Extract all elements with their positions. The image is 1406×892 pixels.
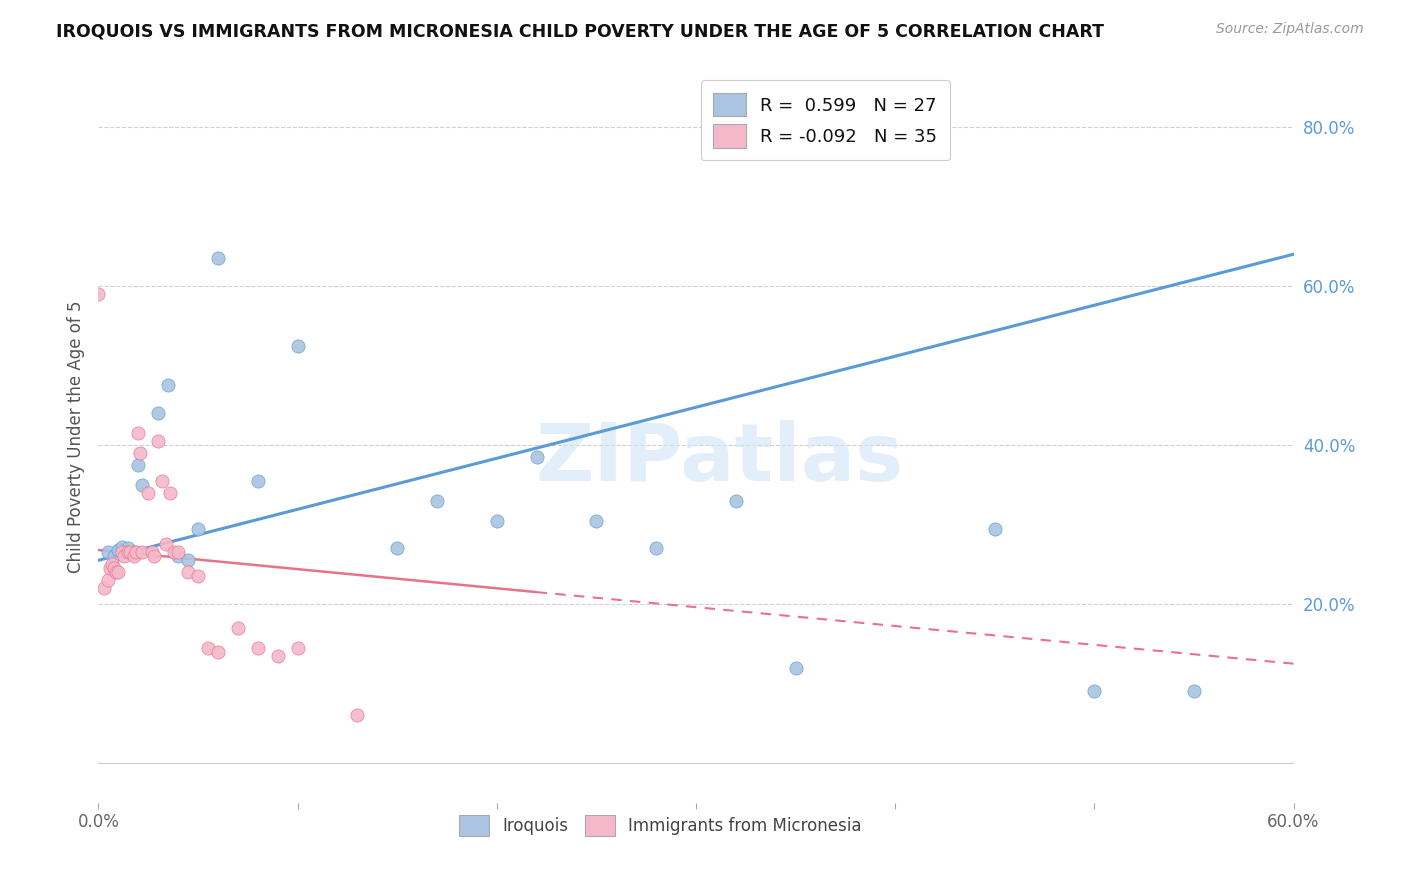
Point [120,545,142,559]
Point [97,545,120,559]
Point [107,566,129,580]
Point [127,458,149,472]
Point [127,426,149,441]
Point [105,566,128,580]
Point [267,648,290,663]
Point [124,549,146,564]
Point [984,521,1007,535]
Point [112,549,135,564]
Point [785,660,807,674]
Point [177,566,200,580]
Point [287,338,309,352]
Legend: Iroquois, Immigrants from Micronesia: Iroquois, Immigrants from Micronesia [449,805,872,846]
Point [107,543,129,558]
Point [131,477,153,491]
Text: Source: ZipAtlas.com: Source: ZipAtlas.com [1216,22,1364,37]
Point [163,545,186,559]
Point [155,537,177,551]
Point [97,573,120,587]
Point [385,541,409,556]
Point [101,558,124,572]
Point [159,485,181,500]
Point [485,514,508,528]
Point [167,549,190,564]
Point [103,549,125,564]
Point [136,485,159,500]
Point [197,640,219,655]
Point [207,251,229,265]
Point [111,540,134,554]
Point [129,446,152,460]
Text: ZIPatlas: ZIPatlas [536,420,904,498]
Text: IROQUOIS VS IMMIGRANTS FROM MICRONESIA CHILD POVERTY UNDER THE AGE OF 5 CORRELAT: IROQUOIS VS IMMIGRANTS FROM MICRONESIA C… [56,22,1104,40]
Y-axis label: Child Poverty Under the Age of 5: Child Poverty Under the Age of 5 [66,301,84,574]
Point [1083,684,1105,698]
Point [143,549,166,564]
Point [426,493,449,508]
Point [207,645,229,659]
Point [1182,684,1205,698]
Point [150,474,173,488]
Point [124,545,146,559]
Point [131,545,153,559]
Point [157,378,180,392]
Point [226,621,249,635]
Point [87,287,110,301]
Point [148,406,170,420]
Point [187,521,209,535]
Point [526,450,548,464]
Point [177,553,200,567]
Point [141,545,163,559]
Point [187,569,209,583]
Point [111,545,134,559]
Point [117,541,139,556]
Point [148,434,170,448]
Point [585,514,607,528]
Point [346,708,368,723]
Point [246,640,269,655]
Point [287,640,309,655]
Point [117,545,139,559]
Point [645,541,668,556]
Point [724,493,747,508]
Point [103,561,125,575]
Point [246,474,269,488]
Point [98,561,122,575]
Point [93,581,115,595]
Point [167,545,190,559]
Point [125,545,148,559]
